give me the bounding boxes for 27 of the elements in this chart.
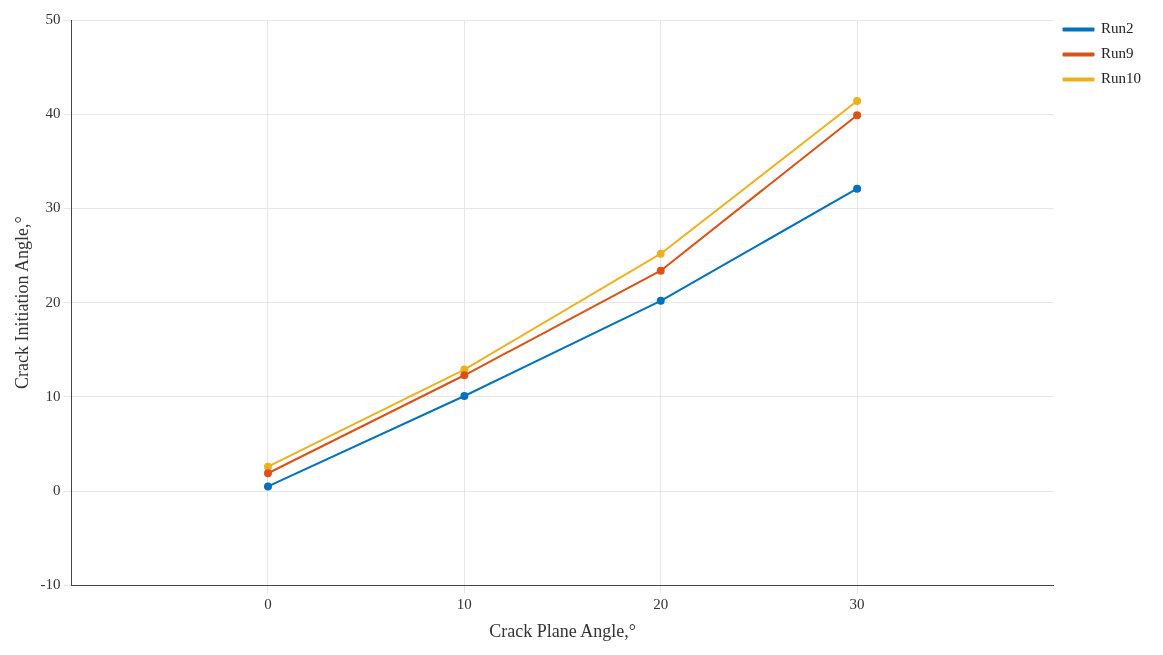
x-tick-label: 20 (653, 596, 669, 613)
x-tick-label: 30 (849, 596, 865, 613)
x-tick-label: 10 (456, 596, 472, 613)
legend-label: Run2 (1101, 20, 1134, 37)
y-tick-label: 40 (45, 105, 61, 122)
point (853, 97, 862, 106)
y-tick-label: 20 (45, 293, 61, 310)
point (853, 111, 862, 120)
point (656, 266, 665, 275)
point (263, 482, 272, 491)
y-tick-label: -10 (40, 576, 61, 593)
y-tick-label: 30 (45, 199, 61, 216)
y-axis-title: Crack Initiation Angle,° (11, 216, 32, 390)
point (263, 462, 272, 471)
y-tick-label: 0 (53, 482, 61, 499)
legend-label: Run10 (1101, 70, 1142, 87)
point (263, 469, 272, 478)
y-tick-label: 50 (45, 10, 61, 27)
y-tick-label: 10 (45, 387, 61, 404)
point (460, 391, 469, 400)
point (656, 296, 665, 305)
point (853, 184, 862, 193)
point (460, 371, 469, 380)
point (656, 249, 665, 258)
legend-label: Run9 (1101, 45, 1134, 62)
x-tick-label: 0 (264, 596, 272, 613)
x-axis-title: Crack Plane Angle,° (489, 620, 636, 641)
